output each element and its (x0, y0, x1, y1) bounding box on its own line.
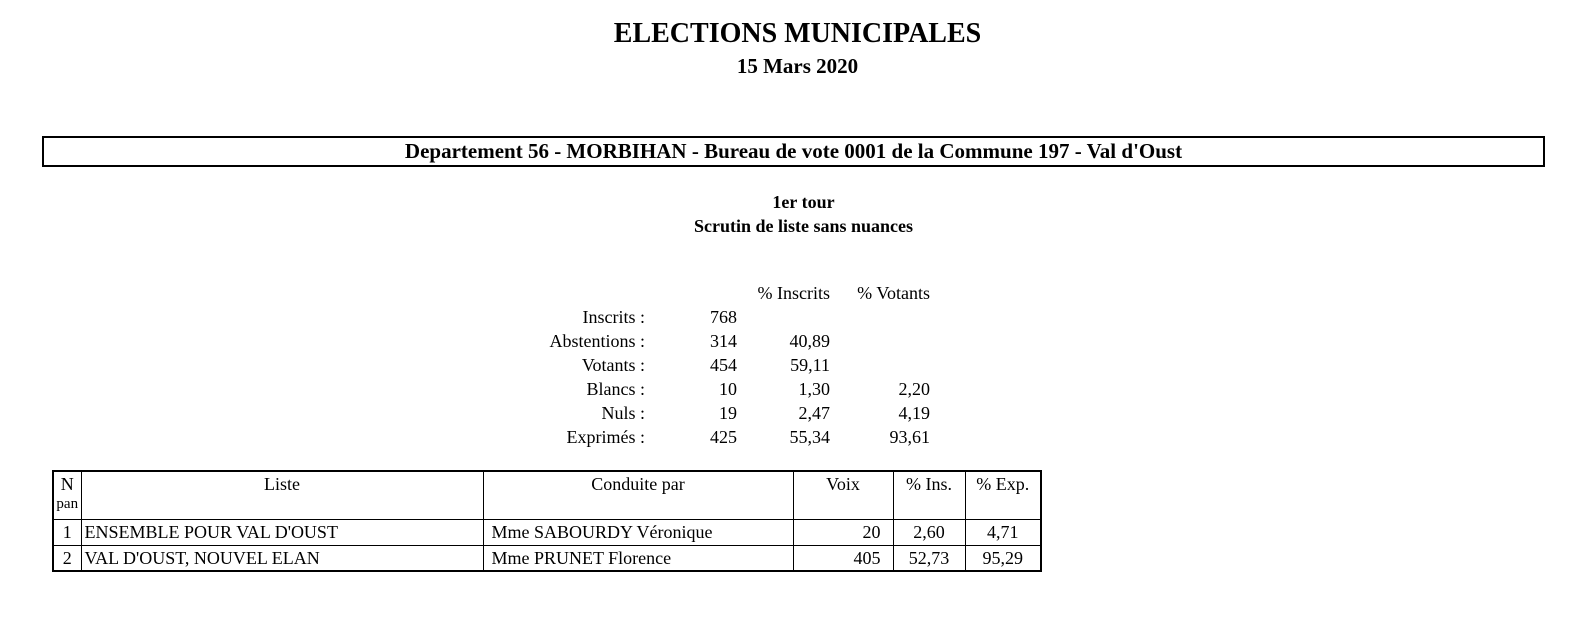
col-header-pct-ins: % Ins. (892, 470, 966, 520)
stats-count: 10 (719, 379, 737, 399)
round-label: 1er tour (772, 192, 835, 212)
list-name: ENSEMBLE POUR VAL D'OUST (80, 518, 484, 546)
stats-label: Abstentions : (549, 331, 645, 351)
stats-label: Inscrits : (582, 307, 646, 327)
list-pct-exp: 95,29 (964, 544, 1042, 572)
department-banner-text: Departement 56 - MORBIHAN - Bureau de vo… (404, 139, 1183, 163)
stats-pct-inscrits: 40,89 (789, 331, 831, 351)
stats-count: 314 (710, 331, 737, 351)
stats-pct-inscrits: 55,34 (789, 427, 831, 447)
list-leader: Mme PRUNET Florence (482, 544, 794, 572)
col-header-pct-exp: % Exp. (964, 470, 1042, 520)
list-votes: 405 (792, 544, 894, 572)
table-row: 2 VAL D'OUST, NOUVEL ELAN Mme PRUNET Flo… (52, 544, 1042, 572)
stats-count: 19 (719, 403, 737, 423)
stats-pct-votants (830, 329, 930, 353)
stats-header-pct-inscrits: % Inscrits (757, 283, 830, 303)
stats-pct-votants (830, 305, 930, 329)
stats-pct-inscrits: 59,11 (790, 355, 830, 375)
stats-label: Blancs : (586, 379, 646, 399)
col-header-voix: Voix (792, 470, 894, 520)
list-pct-ins: 2,60 (892, 518, 966, 546)
list-votes: 20 (792, 518, 894, 546)
stats-pct-votants (830, 353, 930, 377)
list-pct-ins: 52,73 (892, 544, 966, 572)
list-number: 1 (52, 518, 82, 546)
list-pct-exp: 4,71 (964, 518, 1042, 546)
col-header-num-line1: N (60, 474, 74, 494)
col-header-num-panneau: N pan (52, 470, 82, 520)
list-leader: Mme SABOURDY Véronique (482, 518, 794, 546)
stats-pct-votants: 2,20 (898, 379, 931, 399)
department-banner: Departement 56 - MORBIHAN - Bureau de vo… (42, 136, 1545, 167)
stats-label: Votants : (581, 355, 645, 375)
list-number: 2 (52, 544, 82, 572)
stats-count: 425 (710, 427, 737, 447)
stats-count: 768 (710, 307, 737, 327)
stats-count: 454 (710, 355, 737, 375)
election-date: 15 Mars 2020 (736, 54, 859, 78)
table-row: 1 ENSEMBLE POUR VAL D'OUST Mme SABOURDY … (52, 518, 1042, 546)
stats-pct-inscrits: 2,47 (798, 403, 831, 423)
stats-label: Nuls : (601, 403, 645, 423)
col-header-liste: Liste (80, 470, 484, 520)
stats-label: Exprimés : (566, 427, 646, 447)
col-header-num-line2: pan (56, 496, 79, 512)
stats-pct-votants: 4,19 (898, 403, 931, 423)
stats-pct-inscrits: 1,30 (798, 379, 831, 399)
stats-pct-inscrits (737, 305, 830, 329)
participation-stats: % Inscrits % Votants Inscrits : 768 Abst… (445, 281, 930, 449)
stats-header-spacer (445, 281, 645, 305)
results-table-header-row: N pan Liste Conduite par Voix % Ins. % E… (52, 470, 1042, 520)
results-table: N pan Liste Conduite par Voix % Ins. % E… (52, 470, 1042, 572)
col-header-conduite-par: Conduite par (482, 470, 794, 520)
list-name: VAL D'OUST, NOUVEL ELAN (80, 544, 484, 572)
page-title: ELECTIONS MUNICIPALES (613, 18, 982, 49)
stats-header-spacer (645, 281, 737, 305)
stats-header-pct-votants: % Votants (857, 283, 930, 303)
scrutin-type-label: Scrutin de liste sans nuances (693, 216, 914, 236)
stats-pct-votants: 93,61 (889, 427, 931, 447)
